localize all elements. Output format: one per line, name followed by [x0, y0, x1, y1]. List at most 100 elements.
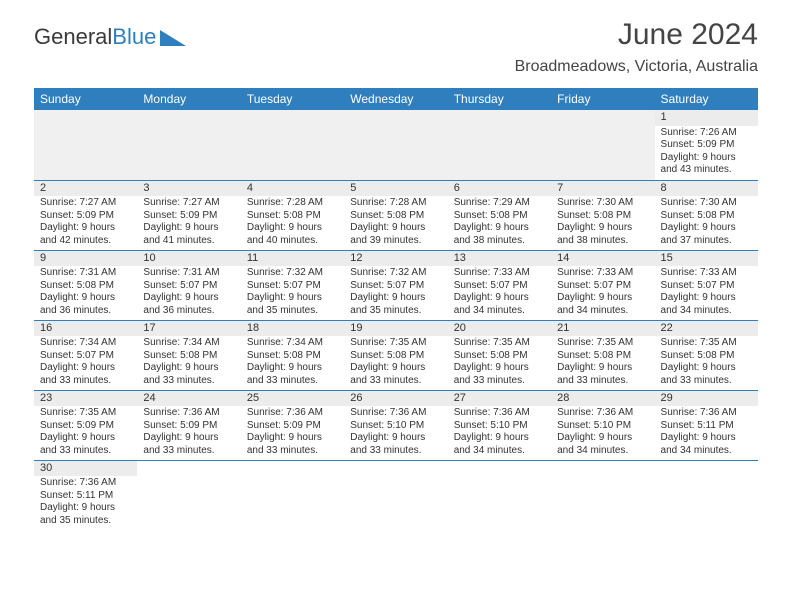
day-details: Sunrise: 7:33 AMSunset: 5:07 PMDaylight:… [448, 266, 551, 319]
day-number: 25 [241, 391, 344, 407]
day-header-row: SundayMondayTuesdayWednesdayThursdayFrid… [34, 88, 758, 110]
sunset-line: Sunset: 5:07 PM [661, 280, 752, 293]
title-block: June 2024 Broadmeadows, Victoria, Austra… [515, 18, 758, 76]
sunset-line: Sunset: 5:10 PM [557, 420, 648, 433]
day-details: Sunrise: 7:28 AMSunset: 5:08 PMDaylight:… [241, 196, 344, 249]
day-number: 11 [241, 251, 344, 267]
day-number: 3 [137, 181, 240, 197]
calendar-day-cell: 3Sunrise: 7:27 AMSunset: 5:09 PMDaylight… [137, 180, 240, 250]
sunrise-line: Sunrise: 7:30 AM [557, 197, 648, 210]
daylight-line: Daylight: 9 hours and 38 minutes. [454, 222, 545, 247]
daylight-line: Daylight: 9 hours and 38 minutes. [557, 222, 648, 247]
calendar-day-cell: 8Sunrise: 7:30 AMSunset: 5:08 PMDaylight… [655, 180, 758, 250]
sunset-line: Sunset: 5:08 PM [454, 350, 545, 363]
sunset-line: Sunset: 5:09 PM [247, 420, 338, 433]
sunrise-line: Sunrise: 7:27 AM [40, 197, 131, 210]
day-details: Sunrise: 7:35 AMSunset: 5:09 PMDaylight:… [34, 406, 137, 459]
day-number: 14 [551, 251, 654, 267]
daylight-line: Daylight: 9 hours and 33 minutes. [350, 362, 441, 387]
day-number: 29 [655, 391, 758, 407]
calendar-day-cell: 18Sunrise: 7:34 AMSunset: 5:08 PMDayligh… [241, 320, 344, 390]
sunrise-line: Sunrise: 7:36 AM [350, 407, 441, 420]
day-details: Sunrise: 7:31 AMSunset: 5:08 PMDaylight:… [34, 266, 137, 319]
day-details: Sunrise: 7:32 AMSunset: 5:07 PMDaylight:… [241, 266, 344, 319]
calendar-day-cell: 27Sunrise: 7:36 AMSunset: 5:10 PMDayligh… [448, 390, 551, 460]
sunset-line: Sunset: 5:07 PM [143, 280, 234, 293]
day-number: 27 [448, 391, 551, 407]
calendar-empty-cell [448, 110, 551, 180]
day-details: Sunrise: 7:34 AMSunset: 5:07 PMDaylight:… [34, 336, 137, 389]
sunrise-line: Sunrise: 7:28 AM [350, 197, 441, 210]
sunrise-line: Sunrise: 7:33 AM [454, 267, 545, 280]
sunset-line: Sunset: 5:07 PM [40, 350, 131, 363]
day-details: Sunrise: 7:36 AMSunset: 5:11 PMDaylight:… [34, 476, 137, 529]
sunset-line: Sunset: 5:08 PM [661, 210, 752, 223]
calendar-empty-cell [551, 460, 654, 530]
calendar-empty-cell [551, 110, 654, 180]
sunrise-line: Sunrise: 7:29 AM [454, 197, 545, 210]
header: GeneralBlue June 2024 Broadmeadows, Vict… [0, 0, 792, 80]
calendar-week-row: 9Sunrise: 7:31 AMSunset: 5:08 PMDaylight… [34, 250, 758, 320]
day-details: Sunrise: 7:36 AMSunset: 5:11 PMDaylight:… [655, 406, 758, 459]
daylight-line: Daylight: 9 hours and 33 minutes. [247, 432, 338, 457]
page-title: June 2024 [515, 18, 758, 52]
sunset-line: Sunset: 5:11 PM [40, 490, 131, 503]
sunset-line: Sunset: 5:08 PM [247, 210, 338, 223]
calendar-body: 1Sunrise: 7:26 AMSunset: 5:09 PMDaylight… [34, 110, 758, 530]
sunset-line: Sunset: 5:09 PM [40, 420, 131, 433]
sunrise-line: Sunrise: 7:35 AM [661, 337, 752, 350]
calendar-table: SundayMondayTuesdayWednesdayThursdayFrid… [34, 88, 758, 530]
calendar-day-cell: 5Sunrise: 7:28 AMSunset: 5:08 PMDaylight… [344, 180, 447, 250]
day-details: Sunrise: 7:36 AMSunset: 5:10 PMDaylight:… [551, 406, 654, 459]
day-details: Sunrise: 7:35 AMSunset: 5:08 PMDaylight:… [448, 336, 551, 389]
day-details: Sunrise: 7:35 AMSunset: 5:08 PMDaylight:… [551, 336, 654, 389]
day-number: 17 [137, 321, 240, 337]
day-details: Sunrise: 7:35 AMSunset: 5:08 PMDaylight:… [344, 336, 447, 389]
calendar-week-row: 23Sunrise: 7:35 AMSunset: 5:09 PMDayligh… [34, 390, 758, 460]
calendar-week-row: 2Sunrise: 7:27 AMSunset: 5:09 PMDaylight… [34, 180, 758, 250]
daylight-line: Daylight: 9 hours and 34 minutes. [454, 432, 545, 457]
day-details: Sunrise: 7:36 AMSunset: 5:10 PMDaylight:… [344, 406, 447, 459]
day-number: 8 [655, 181, 758, 197]
day-number: 4 [241, 181, 344, 197]
day-details: Sunrise: 7:33 AMSunset: 5:07 PMDaylight:… [655, 266, 758, 319]
day-number: 16 [34, 321, 137, 337]
day-details: Sunrise: 7:32 AMSunset: 5:07 PMDaylight:… [344, 266, 447, 319]
day-number: 20 [448, 321, 551, 337]
calendar-empty-cell [241, 110, 344, 180]
day-details: Sunrise: 7:36 AMSunset: 5:10 PMDaylight:… [448, 406, 551, 459]
day-number: 23 [34, 391, 137, 407]
day-details: Sunrise: 7:33 AMSunset: 5:07 PMDaylight:… [551, 266, 654, 319]
daylight-line: Daylight: 9 hours and 33 minutes. [557, 362, 648, 387]
sunrise-line: Sunrise: 7:30 AM [661, 197, 752, 210]
daylight-line: Daylight: 9 hours and 40 minutes. [247, 222, 338, 247]
sunset-line: Sunset: 5:07 PM [247, 280, 338, 293]
calendar-day-cell: 16Sunrise: 7:34 AMSunset: 5:07 PMDayligh… [34, 320, 137, 390]
calendar-day-cell: 9Sunrise: 7:31 AMSunset: 5:08 PMDaylight… [34, 250, 137, 320]
calendar-day-cell: 29Sunrise: 7:36 AMSunset: 5:11 PMDayligh… [655, 390, 758, 460]
sunrise-line: Sunrise: 7:34 AM [143, 337, 234, 350]
daylight-line: Daylight: 9 hours and 33 minutes. [454, 362, 545, 387]
sunset-line: Sunset: 5:09 PM [143, 420, 234, 433]
day-number: 2 [34, 181, 137, 197]
daylight-line: Daylight: 9 hours and 33 minutes. [247, 362, 338, 387]
daylight-line: Daylight: 9 hours and 33 minutes. [350, 432, 441, 457]
sunset-line: Sunset: 5:08 PM [350, 210, 441, 223]
calendar-day-cell: 23Sunrise: 7:35 AMSunset: 5:09 PMDayligh… [34, 390, 137, 460]
page-subtitle: Broadmeadows, Victoria, Australia [515, 58, 758, 76]
daylight-line: Daylight: 9 hours and 33 minutes. [40, 432, 131, 457]
calendar-day-cell: 24Sunrise: 7:36 AMSunset: 5:09 PMDayligh… [137, 390, 240, 460]
daylight-line: Daylight: 9 hours and 34 minutes. [454, 292, 545, 317]
sunrise-line: Sunrise: 7:36 AM [661, 407, 752, 420]
calendar-day-cell: 15Sunrise: 7:33 AMSunset: 5:07 PMDayligh… [655, 250, 758, 320]
calendar-day-cell: 6Sunrise: 7:29 AMSunset: 5:08 PMDaylight… [448, 180, 551, 250]
daylight-line: Daylight: 9 hours and 37 minutes. [661, 222, 752, 247]
day-number: 9 [34, 251, 137, 267]
sunset-line: Sunset: 5:10 PM [350, 420, 441, 433]
day-number: 24 [137, 391, 240, 407]
day-number: 10 [137, 251, 240, 267]
sunrise-line: Sunrise: 7:33 AM [557, 267, 648, 280]
calendar-day-cell: 10Sunrise: 7:31 AMSunset: 5:07 PMDayligh… [137, 250, 240, 320]
logo: GeneralBlue [34, 24, 186, 50]
sunrise-line: Sunrise: 7:32 AM [350, 267, 441, 280]
